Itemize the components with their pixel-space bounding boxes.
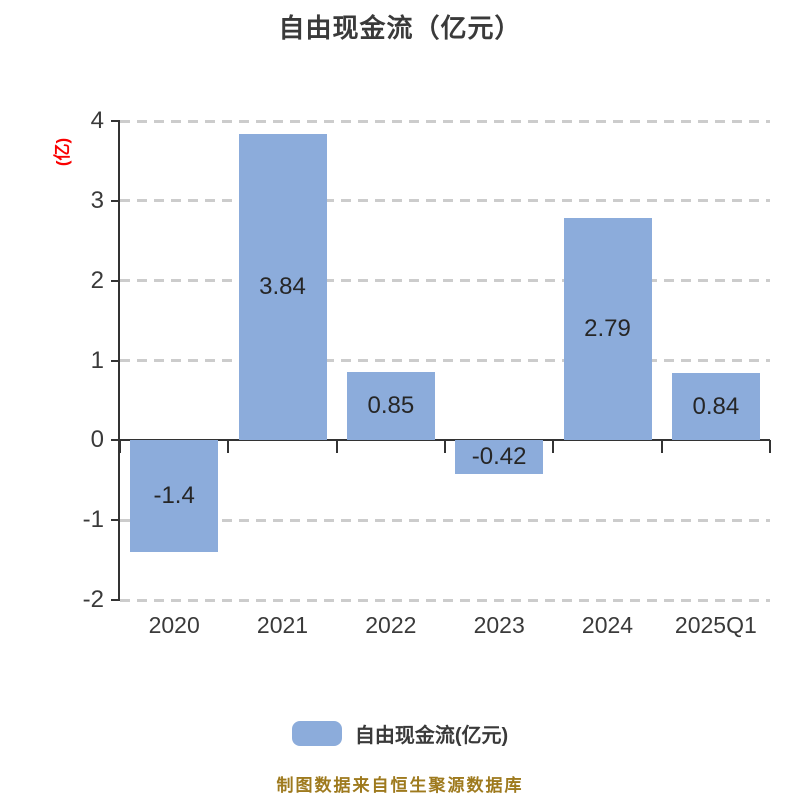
y-axis-label: 1 — [90, 346, 104, 374]
x-axis-label: 2022 — [365, 612, 417, 638]
x-axis-label: 2025Q1 — [674, 612, 757, 638]
bar-2020: -1.4 — [130, 440, 219, 553]
x-axis-tick — [769, 440, 771, 454]
legend-label: 自由现金流(亿元) — [354, 725, 509, 747]
x-axis-tick — [335, 440, 338, 454]
bar-value-label: 2.79 — [584, 314, 631, 342]
gridline — [120, 518, 770, 522]
bar-2024: 2.79 — [563, 217, 652, 441]
x-axis-tick — [227, 440, 230, 454]
y-axis-tick — [111, 199, 120, 202]
bar-2023: -0.42 — [455, 440, 544, 474]
bar-value-label: -0.42 — [471, 443, 527, 471]
bar-2022: 0.85 — [346, 372, 435, 441]
x-axis-tick — [660, 440, 663, 454]
y-axis-label: 3 — [90, 186, 104, 214]
x-axis-tick — [119, 440, 121, 454]
y-axis-name: (亿) — [52, 137, 72, 167]
chart-title: 自由现金流（亿元） — [278, 13, 522, 43]
y-axis-label: 2 — [90, 266, 104, 294]
y-axis-tick — [111, 279, 120, 282]
x-axis-label: 2021 — [256, 612, 309, 638]
y-axis-tick — [111, 519, 120, 522]
bar-2021: 3.84 — [238, 133, 327, 441]
gridline — [120, 359, 770, 362]
gridline — [120, 279, 770, 283]
y-axis-tick — [111, 120, 120, 122]
x-axis-tick — [552, 440, 555, 454]
bar-value-label: -1.4 — [153, 482, 195, 510]
y-axis-tick — [111, 439, 120, 442]
x-axis-tick — [444, 440, 446, 454]
y-axis-label: 0 — [90, 426, 104, 454]
gridline — [120, 119, 770, 123]
x-axis-label: 2020 — [148, 612, 200, 638]
data-source-note: 制图数据来自恒生聚源数据库 — [276, 776, 524, 795]
gridline — [120, 199, 770, 203]
x-axis-label: 2024 — [581, 612, 634, 638]
x-axis-label: 2023 — [473, 612, 525, 638]
legend-item[interactable]: 自由现金流(亿元) — [0, 719, 800, 748]
y-axis-tick — [111, 359, 120, 362]
legend-swatch-icon — [291, 721, 342, 746]
bar-2025Q1: 0.84 — [671, 373, 760, 441]
bar-value-label: 3.84 — [259, 273, 306, 301]
y-axis-label: 4 — [90, 107, 104, 134]
bar-value-label: 0.85 — [367, 392, 415, 420]
y-axis-tick — [111, 599, 120, 601]
y-axis-label: -1 — [82, 506, 104, 534]
gridline — [120, 598, 770, 602]
y-axis-label: -2 — [82, 586, 104, 613]
bar-value-label: 0.84 — [692, 392, 740, 420]
y-axis-line — [118, 120, 120, 601]
